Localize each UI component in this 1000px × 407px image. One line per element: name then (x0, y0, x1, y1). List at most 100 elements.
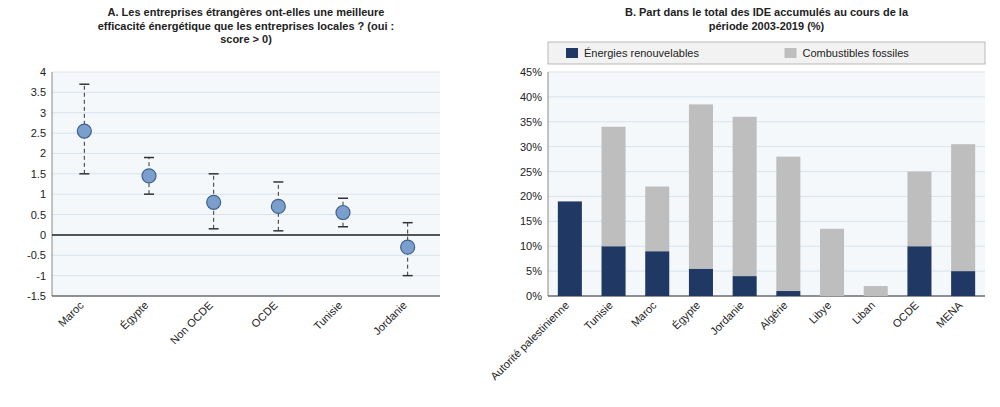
x-tick-label: Maroc (629, 299, 659, 329)
x-tick-label: Égypte (670, 299, 703, 332)
y-axis-line (548, 72, 549, 296)
bar-segment (776, 291, 800, 296)
bar-segment (602, 246, 626, 296)
legend-box (548, 42, 985, 64)
x-tick-label: Égypte (118, 299, 151, 332)
y-tick-label: 20% (520, 190, 542, 202)
title-line: B. Part dans le total des IDE accumulés … (625, 6, 909, 18)
grid-line (52, 275, 440, 276)
bar-segment (645, 186, 669, 251)
title-line: A. Les entreprises étrangères ont-elles … (108, 6, 385, 18)
y-tick-label: 40% (520, 91, 542, 103)
grid-line (52, 234, 440, 235)
error-bar-cap-high (79, 83, 89, 85)
y-tick-label: 25% (520, 166, 542, 178)
legend-label: Énergies renouvelables (584, 47, 699, 59)
x-tick-label: Maroc (56, 299, 86, 329)
x-tick-label: Libye (806, 299, 833, 326)
bar-segment (733, 117, 757, 276)
title: B. Part dans le total des IDE accumulés … (625, 6, 909, 32)
bar-segment (602, 127, 626, 246)
grid-line (52, 255, 440, 256)
grid-line (52, 214, 440, 215)
y-tick-label: -0.5 (27, 249, 46, 261)
y-tick-label: 2 (40, 147, 46, 159)
dot (142, 169, 156, 183)
error-bar-cap-low (273, 230, 283, 232)
x-tick-label: Tunisie (311, 299, 344, 332)
panel: A. Les entreprises étrangères ont-elles … (27, 6, 440, 346)
chart-root: A. Les entreprises étrangères ont-elles … (0, 0, 1000, 407)
grid-line (52, 133, 440, 134)
x-tick-label: Tunisie (582, 299, 615, 332)
dot (77, 124, 91, 138)
y-axis-line (52, 72, 53, 296)
bar-segment (558, 201, 582, 202)
y-tick-label: 15% (520, 215, 542, 227)
bar-segment (689, 269, 713, 296)
grid-line (52, 153, 440, 154)
dot (271, 199, 285, 213)
grid-line (52, 72, 440, 73)
grid-line (548, 72, 985, 73)
bar-segment (820, 229, 844, 296)
error-bar-cap-high (338, 198, 348, 200)
x-tick-label: Liban (850, 299, 878, 327)
x-tick-label: Algérie (757, 299, 790, 332)
x-tick-label: Jordanie (371, 299, 409, 337)
x-tick-label: Non OCDE (168, 299, 215, 346)
dot (336, 206, 350, 220)
y-tick-label: 3 (40, 107, 46, 119)
grid-line (52, 194, 440, 195)
bar-segment (907, 172, 931, 247)
grid-line (52, 296, 440, 297)
error-bar-cap-high (273, 181, 283, 183)
x-tick-label: Jordanie (708, 299, 746, 337)
y-tick-label: 4 (40, 66, 46, 78)
legend-swatch (785, 48, 797, 58)
x-axis-line (52, 296, 440, 297)
bar-segment (951, 271, 975, 296)
x-tick-label: Autorité palestinienne (488, 299, 571, 382)
x-tick-label: OCDE (249, 299, 280, 330)
error-bar-cap-low (209, 228, 219, 230)
y-tick-label: 0% (526, 290, 542, 302)
grid-line (52, 173, 440, 174)
bar-segment (907, 246, 931, 296)
error-bar-cap-low (403, 275, 413, 277)
y-tick-label: 1.5 (31, 168, 46, 180)
y-tick-label: 3.5 (31, 86, 46, 98)
bar-segment (689, 104, 713, 268)
y-tick-label: 35% (520, 116, 542, 128)
y-tick-label: 0.5 (31, 209, 46, 221)
grid-line (548, 121, 985, 122)
error-bar-cap-low (79, 173, 89, 175)
plot-background (548, 72, 985, 296)
grid-line (52, 92, 440, 93)
bar-segment (733, 276, 757, 296)
title-line: score > 0) (220, 33, 272, 45)
x-tick-label: MENA (934, 298, 965, 329)
error-bar-cap-high (209, 173, 219, 175)
error-bar-cap-low (338, 226, 348, 228)
title-line: période 2003-2019 (%) (709, 20, 825, 32)
grid-line (52, 112, 440, 113)
dot (401, 240, 415, 254)
error-bar-cap-low (144, 193, 154, 195)
y-tick-label: -1 (36, 270, 46, 282)
title-line: efficacité énergétique que les entrepris… (98, 20, 394, 32)
y-tick-label: 45% (520, 66, 542, 78)
y-tick-label: 0 (40, 229, 46, 241)
bar-segment (645, 251, 669, 296)
error-bar-cap-high (144, 157, 154, 159)
marks (52, 84, 440, 275)
plot-background (52, 72, 440, 296)
zero-line (52, 234, 440, 236)
x-tick-label: OCDE (890, 299, 921, 330)
dot (207, 195, 221, 209)
y-tick-label: 30% (520, 141, 542, 153)
y-tick-label: 1 (40, 188, 46, 200)
title: A. Les entreprises étrangères ont-elles … (98, 6, 394, 45)
legend: Énergies renouvelablesCombustibles fossi… (548, 42, 985, 64)
y-tick-label: -1.5 (27, 290, 46, 302)
